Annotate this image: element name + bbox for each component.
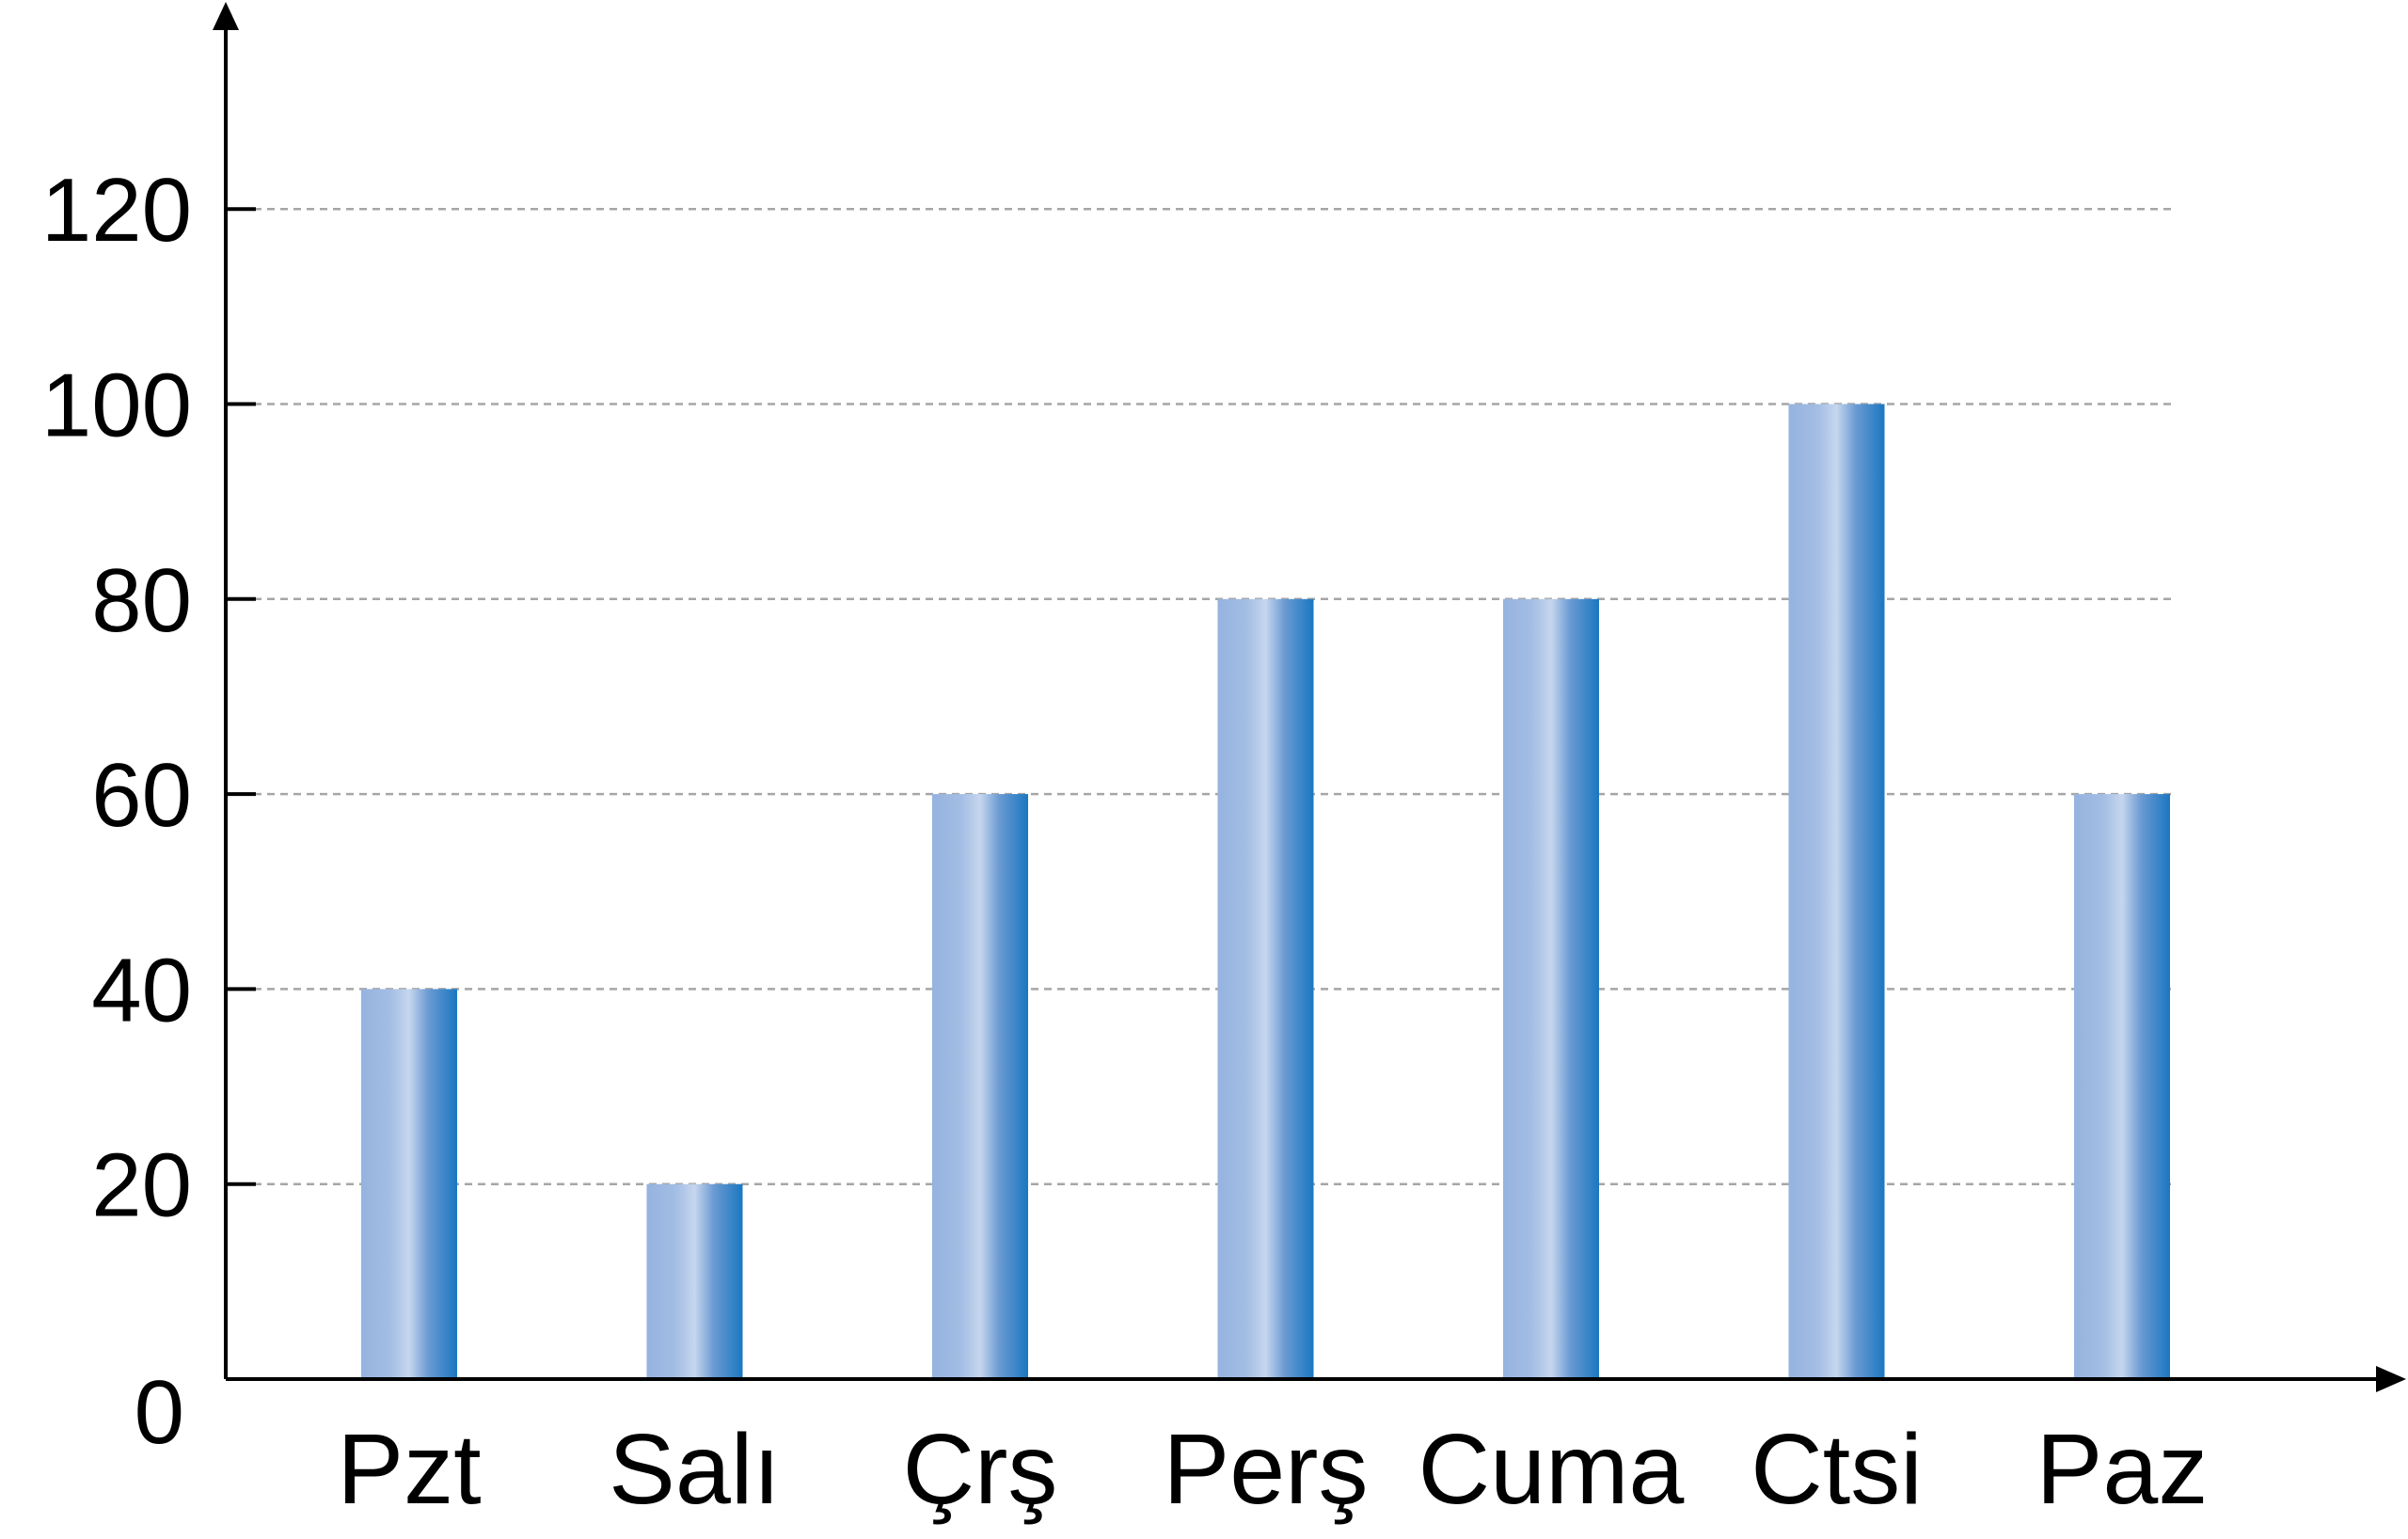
y-tick-label: 120	[41, 160, 192, 261]
bars	[361, 404, 2170, 1379]
y-tick-label: 0	[135, 1362, 184, 1463]
bar-6	[1788, 404, 1885, 1379]
bar-3	[932, 794, 1028, 1379]
y-axis-arrow	[213, 2, 239, 30]
x-tick-label: Pzt	[337, 1414, 481, 1525]
x-axis-arrow	[2376, 1366, 2406, 1392]
bar-5	[1503, 598, 1599, 1379]
x-tick-label: Paz	[2036, 1414, 2209, 1525]
x-tick-label: Cuma	[1418, 1414, 1685, 1525]
x-tick-label: Salı	[609, 1414, 781, 1525]
bar-2	[646, 1183, 743, 1379]
y-tick-label: 40	[91, 940, 192, 1040]
y-ticks: 0 20 40 60 80 100 120	[41, 160, 256, 1463]
axes	[213, 2, 2406, 1392]
x-tick-label: Ctsi	[1751, 1414, 1923, 1525]
x-tick-label: Çrş	[903, 1414, 1058, 1525]
x-tick-label: Perş	[1164, 1414, 1369, 1525]
bar-1	[361, 989, 457, 1379]
y-tick-label: 80	[91, 550, 192, 651]
bar-7	[2074, 794, 2170, 1379]
bar-4	[1217, 598, 1314, 1379]
y-tick-label: 20	[91, 1135, 192, 1236]
x-tick-labels: Pzt Salı Çrş Perş Cuma Ctsi Paz	[337, 1414, 2208, 1525]
y-tick-label: 100	[41, 356, 192, 456]
y-tick-label: 60	[91, 745, 192, 846]
